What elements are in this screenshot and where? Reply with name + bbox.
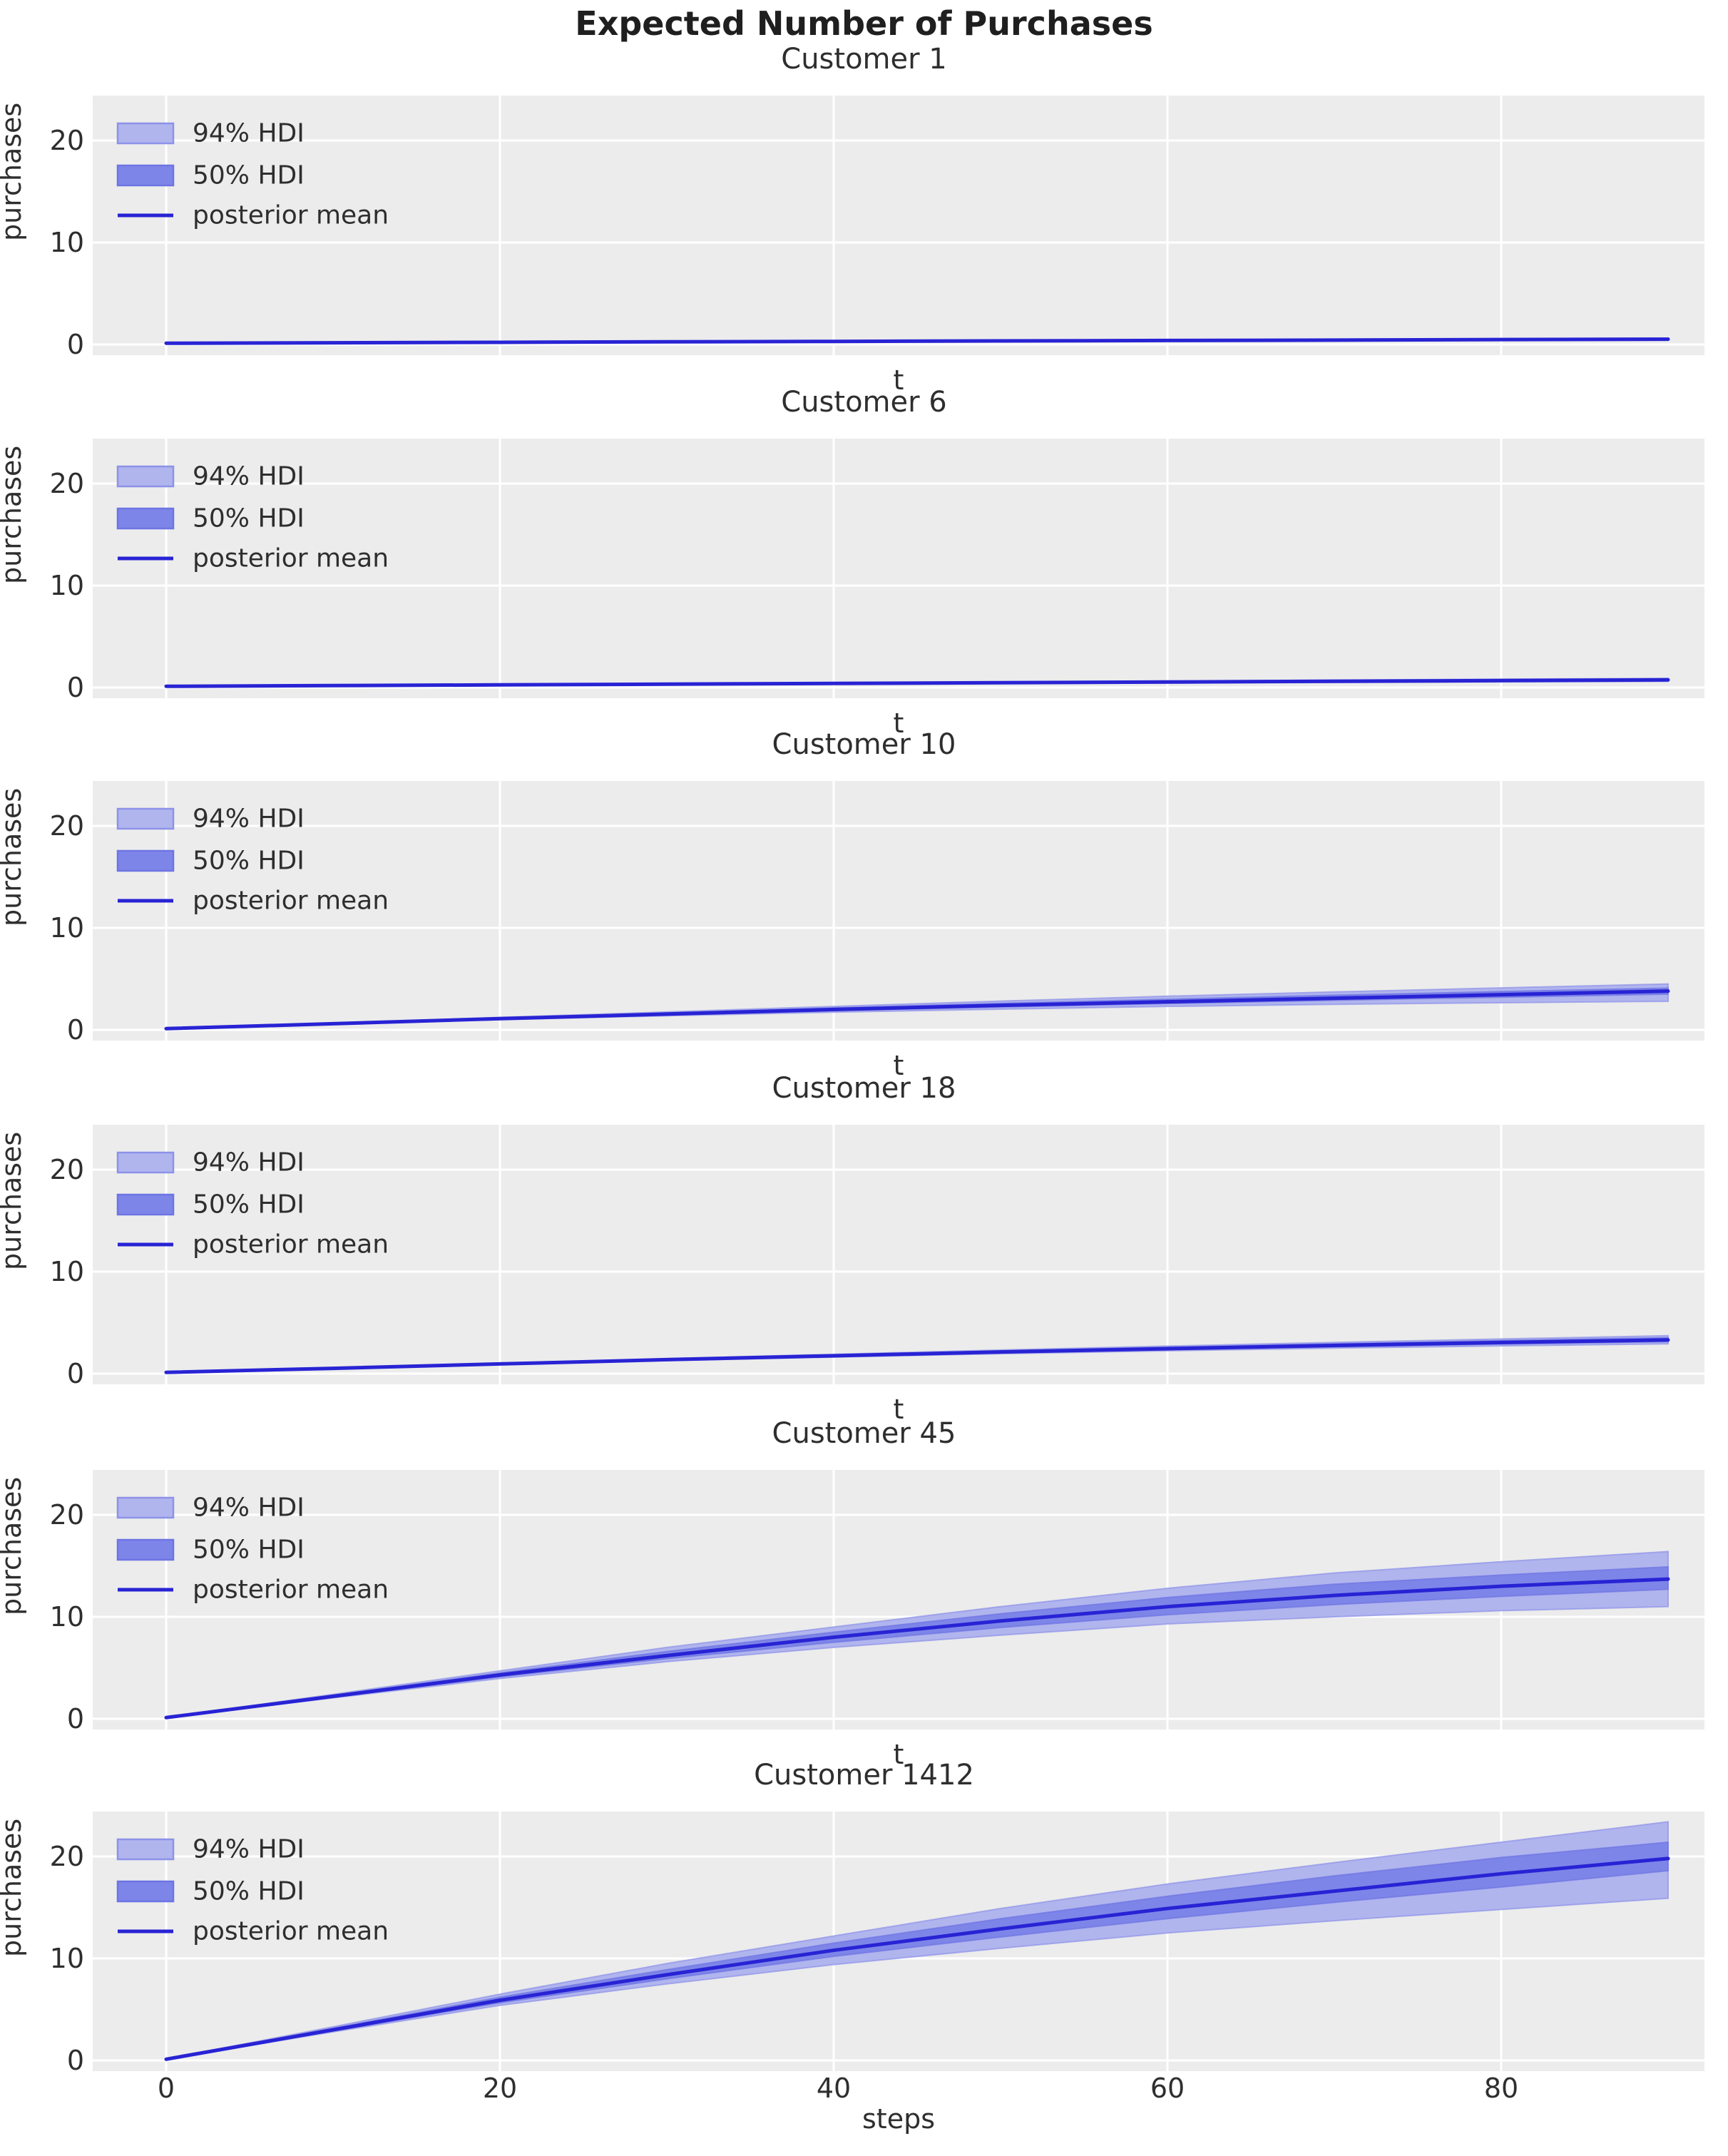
posterior-mean-line (164, 1856, 1670, 2061)
legend-label: 50% HDI (193, 1190, 305, 1220)
plot-area-customer-18: 94% HDI 50% HDI posterior mean (93, 1125, 1704, 1384)
legend-label: 50% HDI (193, 847, 305, 876)
y-tick-0: 0 (66, 2045, 84, 2076)
plot-row: purchases 20 10 0 94% HDI 50% HDI posterio… (0, 1812, 1728, 2076)
y-tick-0: 0 (66, 329, 84, 360)
x-ticks-row: 0 20 40 60 80 (93, 2073, 1704, 2104)
x-axis-label: t (893, 1739, 904, 1770)
legend-50-hdi-swatch (116, 849, 175, 872)
legend-label: posterior mean (193, 201, 389, 230)
legend-label: posterior mean (193, 1230, 389, 1260)
y-tick-10: 10 (49, 227, 84, 258)
subplot-customer-6: Customer 6 purchases 20 10 0 94% HDI 50% … (0, 386, 1728, 738)
plot-row: purchases 20 10 0 94% HDI 50% HDI posterio… (0, 781, 1728, 1046)
legend-94-hdi-swatch (116, 1838, 175, 1861)
legend-label: posterior mean (193, 1575, 389, 1605)
subplot-title: Customer 1 (781, 43, 947, 76)
legend-label: posterior mean (193, 1917, 389, 1946)
x-tick-60: 60 (1150, 2073, 1185, 2104)
legend-50-hdi-swatch (116, 507, 175, 530)
posterior-mean-line (164, 1577, 1670, 1720)
legend-label: posterior mean (193, 887, 389, 916)
axes-background (93, 96, 1704, 355)
y-tick-20: 20 (49, 1154, 84, 1185)
subplot-customer-18: Customer 18 purchases 20 10 0 94% HDI 50%… (0, 1072, 1728, 1424)
y-tick-10: 10 (49, 1256, 84, 1287)
hdi-50-band (165, 1565, 1669, 1719)
legend-label: posterior mean (193, 544, 389, 573)
plot-area-customer-10: 94% HDI 50% HDI posterior mean (93, 781, 1704, 1041)
subplot-title: Customer 10 (772, 728, 956, 761)
y-tick-10: 10 (49, 570, 84, 601)
y-tick-0: 0 (66, 672, 84, 703)
subplot-title: Customer 6 (781, 386, 947, 419)
legend-50-hdi-swatch (116, 1193, 175, 1216)
subplot-customer-45: Customer 45 purchases 20 10 0 94% HDI 50%… (0, 1417, 1728, 1769)
subplot-customer-10: Customer 10 purchases 20 10 0 94% HDI 50%… (0, 728, 1728, 1080)
plot-row: purchases 20 10 0 94% HDI 50% HDI posterio… (0, 1125, 1728, 1389)
legend-label: 50% HDI (193, 1536, 305, 1565)
legend-94-hdi-swatch (116, 122, 175, 145)
legend-label: 94% HDI (193, 119, 305, 148)
plot-area-customer-1412: 94% HDI 50% HDI posterior mean (93, 1812, 1704, 2071)
y-tick-20: 20 (49, 468, 84, 499)
x-axis-label: t (893, 364, 904, 396)
subplot-title: Customer 1412 (754, 1759, 974, 1792)
posterior-mean-line (164, 678, 1670, 688)
y-tick-20: 20 (49, 1841, 84, 1872)
x-axis-label: t (893, 1394, 904, 1425)
legend-94-hdi-swatch (116, 807, 175, 830)
legend-label: 94% HDI (193, 462, 305, 491)
x-axis-label: t (893, 1050, 904, 1081)
legend-label: 94% HDI (193, 1148, 305, 1177)
legend-50-hdi-swatch (116, 1880, 175, 1903)
legend-label: 50% HDI (193, 504, 305, 533)
legend-label: 50% HDI (193, 161, 305, 190)
x-tick-80: 80 (1483, 2073, 1519, 2104)
subplot-customer-1412: Customer 1412 purchases 20 10 0 94% HDI 5… (0, 1759, 1728, 2134)
posterior-mean-line (164, 337, 1670, 345)
legend-label: 94% HDI (193, 1493, 305, 1523)
y-tick-10: 10 (49, 1601, 84, 1633)
subplot-customer-1: Customer 1 purchases 20 10 0 94% HDI 50% … (0, 43, 1728, 395)
plot-area-customer-6: 94% HDI 50% HDI posterior mean (93, 439, 1704, 698)
x-axis-label: t (893, 707, 904, 739)
posterior-mean-line (164, 1338, 1670, 1374)
y-tick-20: 20 (49, 125, 84, 156)
figure-title: Expected Number of Purchases (575, 4, 1153, 43)
plot-area-customer-1: 94% HDI 50% HDI posterior mean (93, 96, 1704, 355)
legend-label: 94% HDI (193, 804, 305, 834)
legend-94-hdi-swatch (116, 1151, 175, 1174)
legend-94-hdi-swatch (116, 1496, 175, 1519)
legend-label: 50% HDI (193, 1877, 305, 1906)
y-tick-0: 0 (66, 1358, 84, 1389)
legend-50-hdi-swatch (116, 164, 175, 187)
subplot-title: Customer 45 (772, 1417, 956, 1450)
axes-background (93, 439, 1704, 698)
posterior-mean-line (164, 989, 1670, 1031)
x-tick-40: 40 (816, 2073, 852, 2104)
y-tick-10: 10 (49, 912, 84, 944)
subplot-title: Customer 18 (772, 1072, 956, 1105)
x-tick-20: 20 (482, 2073, 518, 2104)
y-tick-20: 20 (49, 810, 84, 842)
x-axis-label: steps (862, 2103, 935, 2135)
plot-area-customer-45: 94% HDI 50% HDI posterior mean (93, 1470, 1704, 1730)
legend-label: 94% HDI (193, 1835, 305, 1864)
plot-row: purchases 20 10 0 94% HDI 50% HDI posterio… (0, 1470, 1728, 1734)
plot-row: purchases 20 10 0 94% HDI 50% HDI posterio… (0, 439, 1728, 703)
y-tick-20: 20 (49, 1499, 84, 1531)
x-tick-0: 0 (157, 2073, 175, 2104)
y-tick-0: 0 (66, 1014, 84, 1046)
plot-row: purchases 20 10 0 94% HDI 50% HDI posterio… (0, 96, 1728, 360)
y-tick-0: 0 (66, 1703, 84, 1734)
legend-50-hdi-swatch (116, 1538, 175, 1561)
y-tick-10: 10 (49, 1943, 84, 1974)
legend-94-hdi-swatch (116, 465, 175, 488)
